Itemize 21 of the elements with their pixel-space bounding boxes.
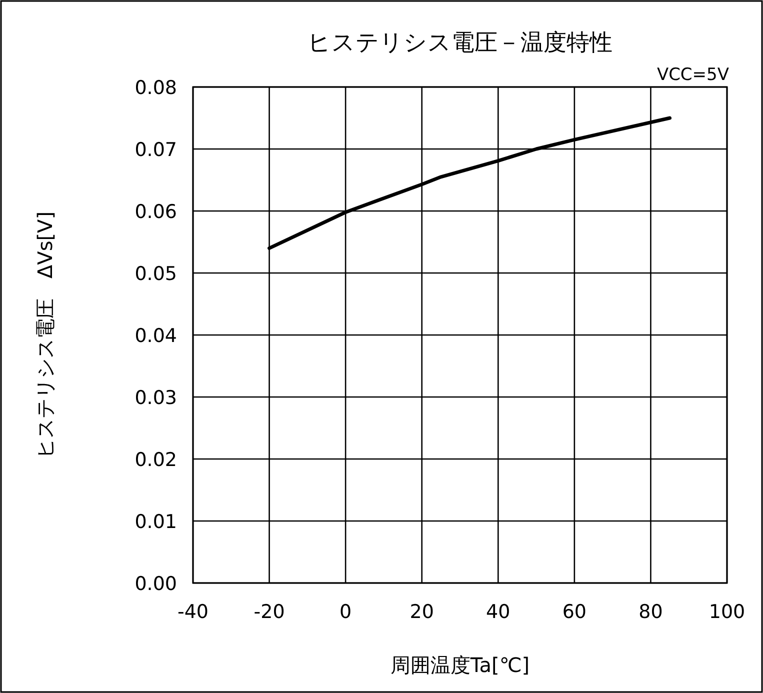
y-tick-label: 0.01 [134, 511, 177, 533]
y-tick-label: 0.06 [134, 201, 177, 223]
x-tick-label: 60 [562, 601, 587, 623]
x-tick-label: -20 [254, 601, 285, 623]
x-tick-label: 80 [638, 601, 663, 623]
x-tick-label: 0 [340, 601, 352, 623]
y-tick-label: 0.08 [134, 77, 177, 99]
x-tick-label: 20 [410, 601, 434, 623]
y-tick-label: 0.03 [134, 387, 177, 409]
y-axis-title: ヒステリシス電圧 ΔVs[V] [33, 211, 57, 459]
chart-title: ヒステリシス電圧－温度特性 [308, 30, 612, 56]
y-tick-label: 0.00 [134, 573, 177, 595]
y-tick-label: 0.05 [134, 263, 177, 285]
y-tick-label: 0.07 [134, 139, 177, 161]
x-axis-title: 周囲温度Ta[℃] [390, 653, 530, 677]
text: VCC=5V [656, 65, 730, 85]
y-tick-label: 0.04 [134, 325, 177, 347]
x-tick-label: 100 [708, 601, 746, 623]
x-tick-label: 40 [486, 601, 510, 623]
y-tick-label: 0.02 [134, 449, 177, 471]
x-tick-label: -40 [177, 601, 209, 623]
